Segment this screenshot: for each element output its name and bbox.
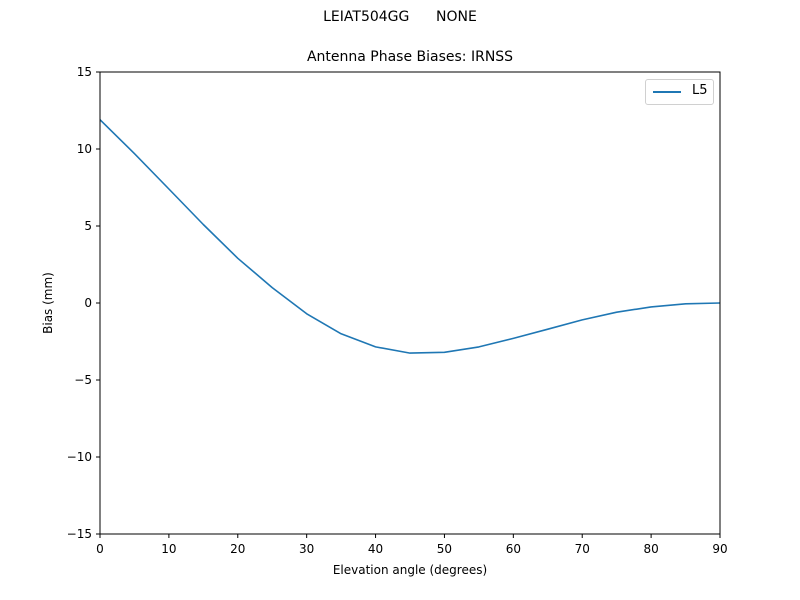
y-axis-ticks: −15 −10 −5 0 5 10 15 bbox=[67, 65, 100, 541]
series-line-l5 bbox=[99, 119, 721, 354]
y-tick-label: −15 bbox=[67, 527, 92, 541]
y-axis-label: Bias (mm) bbox=[41, 272, 55, 334]
x-axis-ticks: 0 10 20 30 40 50 60 70 80 90 bbox=[96, 534, 728, 556]
x-tick-label: 40 bbox=[368, 542, 383, 556]
x-tick-label: 70 bbox=[575, 542, 590, 556]
y-tick-label: −10 bbox=[67, 450, 92, 464]
x-tick-label: 10 bbox=[161, 542, 176, 556]
legend-line-swatch bbox=[653, 91, 681, 93]
legend: L5 bbox=[645, 79, 714, 105]
chart-title: Antenna Phase Biases: IRNSS bbox=[306, 49, 514, 65]
x-tick-label: 30 bbox=[299, 542, 314, 556]
x-tick-label: 60 bbox=[506, 542, 521, 556]
y-tick-label: 0 bbox=[84, 296, 92, 310]
x-tick-label: 90 bbox=[712, 542, 727, 556]
legend-label-l5: L5 bbox=[692, 83, 708, 98]
x-axis-label: Elevation angle (degrees) bbox=[333, 563, 487, 577]
y-tick-label: −5 bbox=[74, 373, 92, 387]
x-tick-label: 50 bbox=[437, 542, 452, 556]
x-tick-label: 0 bbox=[96, 542, 104, 556]
x-tick-label: 20 bbox=[230, 542, 245, 556]
figure-suptitle: LEIAT504GG NONE bbox=[323, 9, 477, 25]
x-tick-label: 80 bbox=[643, 542, 658, 556]
axes-frame bbox=[99, 71, 721, 535]
y-tick-label: 10 bbox=[77, 142, 92, 156]
y-tick-label: 15 bbox=[77, 65, 92, 79]
y-tick-label: 5 bbox=[84, 219, 92, 233]
